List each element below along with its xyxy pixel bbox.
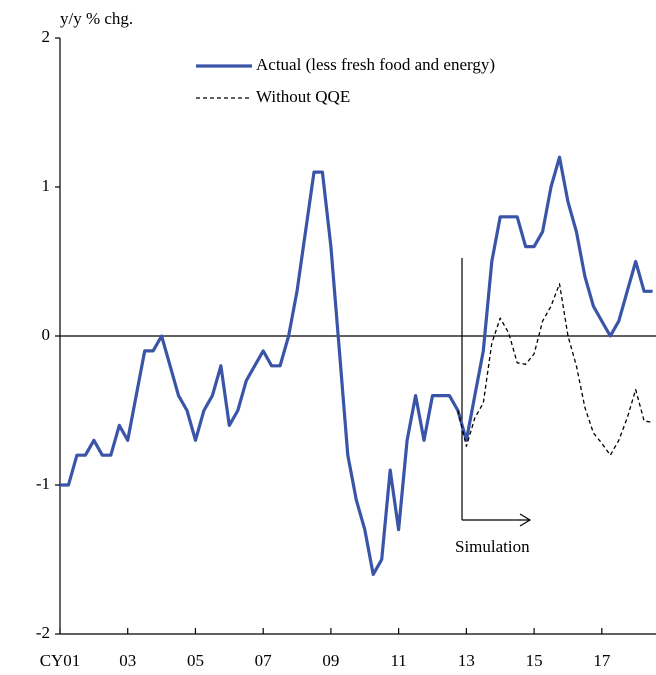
y-axis-label: y/y % chg. bbox=[60, 9, 133, 28]
y-tick-label: -1 bbox=[36, 474, 50, 493]
y-tick-label: 1 bbox=[42, 176, 51, 195]
arrow-head bbox=[519, 513, 532, 527]
x-tick-label: 15 bbox=[526, 651, 543, 670]
y-tick-label: 0 bbox=[42, 325, 51, 344]
x-tick-label: 11 bbox=[390, 651, 406, 670]
x-tick-label: 05 bbox=[187, 651, 204, 670]
annotation: Simulation bbox=[455, 537, 530, 556]
legend-label: Actual (less fresh food and energy) bbox=[256, 55, 495, 74]
x-tick-label: CY01 bbox=[40, 651, 81, 670]
x-tick-label: 13 bbox=[458, 651, 475, 670]
series-line bbox=[457, 283, 653, 456]
series-line bbox=[60, 155, 653, 576]
x-tick-label: 03 bbox=[119, 651, 136, 670]
y-tick-label: -2 bbox=[36, 623, 50, 642]
x-tick-label: 07 bbox=[255, 651, 273, 670]
x-tick-label: 09 bbox=[322, 651, 339, 670]
legend-label: Without QQE bbox=[256, 87, 350, 106]
x-tick-label: 17 bbox=[593, 651, 611, 670]
y-tick-label: 2 bbox=[42, 27, 51, 46]
